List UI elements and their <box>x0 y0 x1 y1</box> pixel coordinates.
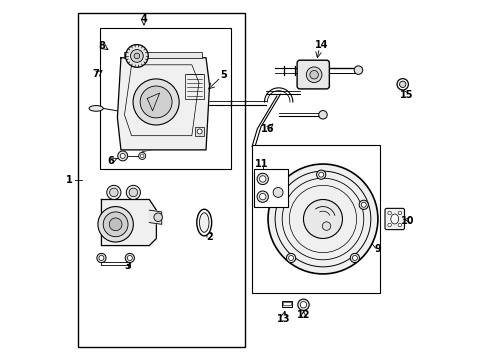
Circle shape <box>388 211 392 215</box>
Circle shape <box>141 154 144 158</box>
Circle shape <box>133 79 179 125</box>
FancyBboxPatch shape <box>385 208 405 230</box>
Ellipse shape <box>89 105 103 111</box>
Circle shape <box>289 256 294 260</box>
Circle shape <box>359 200 368 210</box>
Circle shape <box>399 81 406 87</box>
Circle shape <box>154 213 162 221</box>
Circle shape <box>103 212 128 237</box>
Ellipse shape <box>197 209 212 236</box>
Circle shape <box>298 299 309 310</box>
Polygon shape <box>118 58 210 150</box>
Circle shape <box>109 218 122 231</box>
Circle shape <box>107 185 121 199</box>
Text: 2: 2 <box>206 233 213 242</box>
Bar <box>252 145 380 293</box>
Circle shape <box>303 199 343 238</box>
Circle shape <box>260 193 266 200</box>
Circle shape <box>300 302 307 308</box>
Circle shape <box>398 211 402 215</box>
Text: 4: 4 <box>141 14 147 24</box>
Text: 16: 16 <box>261 123 275 134</box>
Circle shape <box>388 223 392 227</box>
Bar <box>99 28 231 169</box>
Bar <box>254 169 288 207</box>
Circle shape <box>140 86 172 118</box>
Text: 10: 10 <box>401 216 415 226</box>
Circle shape <box>310 71 318 79</box>
FancyBboxPatch shape <box>297 60 329 89</box>
Circle shape <box>139 152 146 159</box>
Circle shape <box>130 50 143 62</box>
Text: 9: 9 <box>374 244 381 254</box>
Text: 8: 8 <box>98 41 105 51</box>
Circle shape <box>322 222 331 230</box>
Circle shape <box>397 78 408 90</box>
Polygon shape <box>101 199 156 246</box>
Text: 5: 5 <box>220 71 227 80</box>
Circle shape <box>120 153 125 158</box>
Text: 3: 3 <box>124 261 131 271</box>
Ellipse shape <box>199 213 209 232</box>
Text: 11: 11 <box>255 159 269 169</box>
Circle shape <box>125 253 134 262</box>
Circle shape <box>260 176 266 182</box>
Text: 13: 13 <box>276 314 290 324</box>
Circle shape <box>98 207 133 242</box>
Circle shape <box>257 173 269 185</box>
Circle shape <box>318 172 324 177</box>
Bar <box>283 302 291 306</box>
Ellipse shape <box>391 214 399 224</box>
Bar <box>282 301 292 307</box>
Bar <box>78 13 245 347</box>
Text: 14: 14 <box>315 40 328 50</box>
Circle shape <box>352 256 357 260</box>
Circle shape <box>149 99 158 107</box>
Circle shape <box>197 129 202 134</box>
Circle shape <box>306 67 322 82</box>
Circle shape <box>257 191 269 202</box>
Circle shape <box>110 188 118 197</box>
Circle shape <box>317 170 326 179</box>
Text: 1: 1 <box>66 175 73 185</box>
Text: 12: 12 <box>297 310 310 320</box>
Circle shape <box>361 202 366 207</box>
Circle shape <box>127 256 132 260</box>
Circle shape <box>318 111 327 119</box>
Circle shape <box>350 253 360 262</box>
Text: 6: 6 <box>107 156 114 166</box>
Text: 15: 15 <box>399 90 413 100</box>
Circle shape <box>126 185 141 199</box>
Polygon shape <box>149 210 162 224</box>
Bar <box>124 53 202 58</box>
Circle shape <box>287 253 295 262</box>
Bar <box>185 75 204 99</box>
Circle shape <box>268 164 378 274</box>
Circle shape <box>97 253 106 262</box>
Circle shape <box>354 66 363 75</box>
Circle shape <box>134 53 140 59</box>
Circle shape <box>273 188 283 197</box>
Circle shape <box>118 151 128 161</box>
Circle shape <box>129 188 138 197</box>
Circle shape <box>398 223 402 227</box>
Circle shape <box>125 45 148 67</box>
Bar <box>196 127 204 136</box>
Text: 7: 7 <box>93 69 99 79</box>
Circle shape <box>99 256 104 260</box>
